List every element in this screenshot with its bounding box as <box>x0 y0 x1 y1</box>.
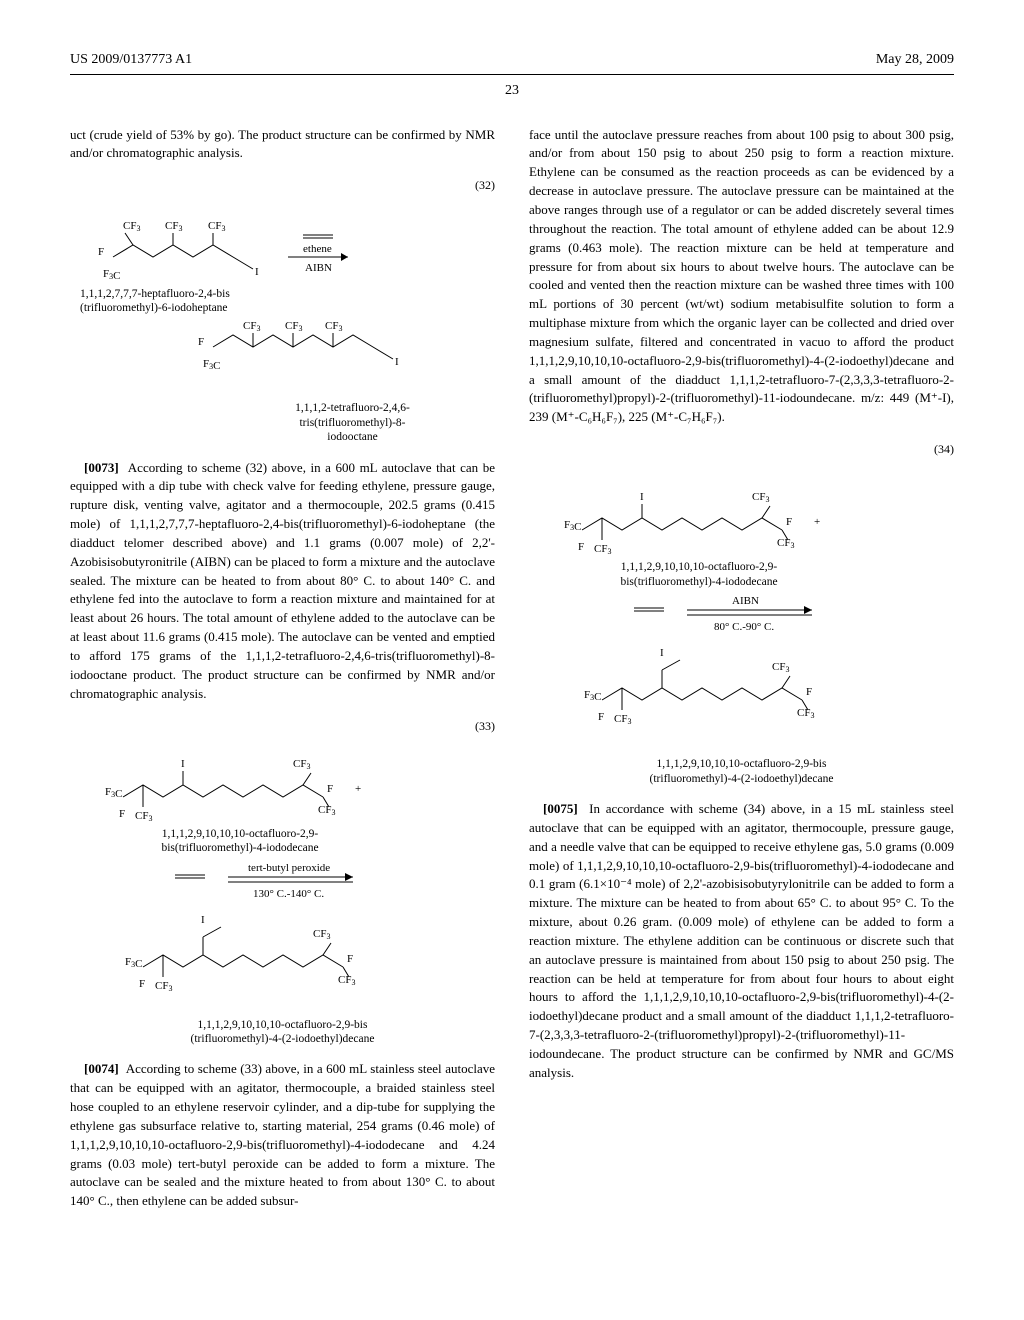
scheme-33-figure: F3C F CF3 I CF3 F CF3 + tert-butyl pe <box>93 737 473 1027</box>
page-header: US 2009/0137773 A1 May 28, 2009 <box>70 50 954 75</box>
publication-number: US 2009/0137773 A1 <box>70 50 192 70</box>
svg-text:F: F <box>119 808 125 820</box>
scheme-32: (32) F F3C CF3 CF3 CF3 I ethene <box>70 177 495 444</box>
intro-continuation: uct (crude yield of 53% by go). The prod… <box>70 126 495 164</box>
svg-text:CF3: CF3 <box>243 320 260 333</box>
scheme-34-upper-caption: 1,1,1,2,9,10,10,10-octafluoro-2,9-bis(tr… <box>589 560 809 589</box>
scheme-33-lower-caption: 1,1,1,2,9,10,10,10-octafluoro-2,9-bis(tr… <box>70 1018 495 1047</box>
column-right: face until the autoclave pressure reache… <box>529 126 954 1214</box>
svg-text:AIBN: AIBN <box>305 262 332 274</box>
svg-text:F: F <box>139 978 145 990</box>
svg-text:F: F <box>786 516 792 528</box>
svg-text:F: F <box>598 711 604 723</box>
scheme-32-left-caption: 1,1,1,2,7,7,7-heptafluoro-2,4-bis(triflu… <box>80 287 270 316</box>
paragraph-75-num: [0075] <box>543 801 578 816</box>
paragraph-75-text: In accordance with scheme (34) above, in… <box>529 801 954 1080</box>
svg-text:+: + <box>814 516 820 528</box>
column-left: uct (crude yield of 53% by go). The prod… <box>70 126 495 1214</box>
svg-text:I: I <box>201 914 205 926</box>
svg-text:F3C: F3C <box>125 956 142 970</box>
svg-text:F3C: F3C <box>203 358 220 372</box>
svg-text:CF3: CF3 <box>325 320 342 333</box>
svg-text:CF3: CF3 <box>752 491 769 504</box>
svg-text:I: I <box>660 647 664 659</box>
svg-text:I: I <box>181 758 185 770</box>
svg-text:F3C: F3C <box>103 268 120 282</box>
paragraph-74-num: [0074] <box>84 1061 119 1076</box>
paragraph-74-text: According to scheme (33) above, in a 600… <box>70 1061 495 1208</box>
svg-text:F: F <box>327 783 333 795</box>
scheme-34-number: (34) <box>529 441 954 458</box>
scheme-33-number: (33) <box>70 718 495 735</box>
svg-text:I: I <box>640 491 644 503</box>
scheme-33: (33) F3C F CF3 I CF3 F CF3 + <box>70 718 495 1047</box>
svg-text:CF3: CF3 <box>123 220 140 233</box>
paragraph-73: [0073] According to scheme (32) above, i… <box>70 459 495 704</box>
paragraph-75: [0075] In accordance with scheme (34) ab… <box>529 800 954 1083</box>
svg-text:F3C: F3C <box>564 519 581 533</box>
svg-text:CF3: CF3 <box>777 537 794 550</box>
svg-text:F3C: F3C <box>105 786 122 800</box>
svg-text:CF3: CF3 <box>155 980 172 993</box>
paragraph-74-continued: face until the autoclave pressure reache… <box>529 126 954 428</box>
svg-text:CF3: CF3 <box>135 810 152 823</box>
scheme-34: (34) F3C F CF3 I CF3 F CF3 + <box>529 441 954 786</box>
svg-text:CF3: CF3 <box>165 220 182 233</box>
svg-text:CF3: CF3 <box>318 804 335 817</box>
paragraph-74: [0074] According to scheme (33) above, i… <box>70 1060 495 1211</box>
page-number: 23 <box>70 81 954 101</box>
paragraph-73-text: According to scheme (32) above, in a 600… <box>70 460 495 701</box>
svg-text:ethene: ethene <box>303 243 332 255</box>
svg-text:I: I <box>255 266 259 278</box>
svg-text:tert-butyl peroxide: tert-butyl peroxide <box>248 862 330 874</box>
publication-date: May 28, 2009 <box>876 50 954 70</box>
svg-text:CF3: CF3 <box>338 974 355 987</box>
svg-text:CF3: CF3 <box>772 661 789 674</box>
svg-text:CF3: CF3 <box>797 707 814 720</box>
scheme-34-figure: F3C F CF3 I CF3 F CF3 + AIBN <box>552 460 932 760</box>
svg-text:F: F <box>806 686 812 698</box>
svg-text:CF3: CF3 <box>285 320 302 333</box>
svg-text:130° C.-140° C.: 130° C.-140° C. <box>253 888 324 900</box>
svg-text:F: F <box>198 336 204 348</box>
svg-text:I: I <box>395 356 399 368</box>
scheme-32-right-caption: 1,1,1,2-tetrafluoro-2,4,6-tris(trifluoro… <box>210 401 495 444</box>
svg-text:F3C: F3C <box>584 689 601 703</box>
svg-text:F: F <box>578 541 584 553</box>
svg-text:CF3: CF3 <box>594 543 611 556</box>
svg-text:F: F <box>98 246 104 258</box>
svg-text:CF3: CF3 <box>293 758 310 771</box>
svg-text:CF3: CF3 <box>614 713 631 726</box>
scheme-32-number: (32) <box>70 177 495 194</box>
svg-text:CF3: CF3 <box>313 928 330 941</box>
svg-text:80° C.-90° C.: 80° C.-90° C. <box>714 621 774 633</box>
paragraph-73-num: [0073] <box>84 460 119 475</box>
svg-text:AIBN: AIBN <box>732 595 759 607</box>
svg-text:CF3: CF3 <box>208 220 225 233</box>
scheme-33-upper-caption: 1,1,1,2,9,10,10,10-octafluoro-2,9-bis(tr… <box>130 827 350 856</box>
scheme-34-lower-caption: 1,1,1,2,9,10,10,10-octafluoro-2,9-bis(tr… <box>529 757 954 786</box>
svg-text:+: + <box>355 783 361 795</box>
svg-text:F: F <box>347 953 353 965</box>
